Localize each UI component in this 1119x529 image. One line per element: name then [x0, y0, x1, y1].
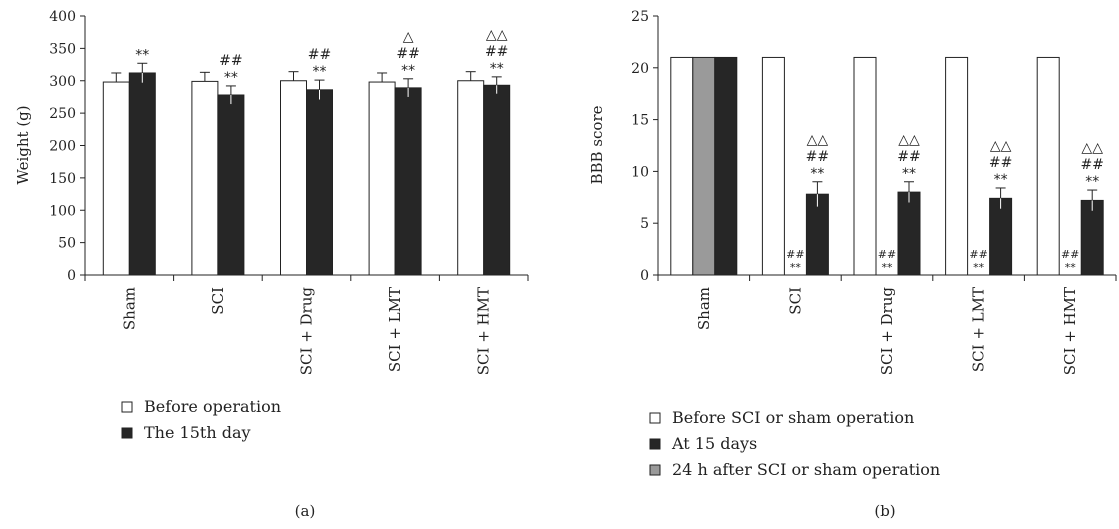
bar-after — [306, 89, 333, 276]
significance-mark: △△ — [990, 138, 1012, 154]
legend-label: Before SCI or sham operation — [672, 408, 914, 427]
legend-swatch — [649, 438, 661, 450]
y-tick-label: 25 — [631, 9, 649, 25]
panel-a-chart: 0 50 100 150 200 250 300 350 400 Weight (g) Sham SC… — [14, 9, 529, 520]
significance-mark: △ — [403, 29, 414, 45]
bar-after — [989, 197, 1013, 276]
bar-before — [945, 56, 969, 276]
bar-after — [394, 87, 422, 276]
significance-mark: ** — [401, 63, 415, 79]
significance-mark-small: ## — [1061, 248, 1079, 261]
significance-mark: △△ — [898, 132, 920, 148]
y-axis-label: Weight (g) — [14, 105, 32, 184]
bar-before — [761, 56, 785, 276]
bar-before — [457, 80, 485, 276]
significance-mark-small: ## — [969, 248, 987, 261]
legend-swatch — [121, 427, 133, 439]
significance-mark: ** — [994, 172, 1008, 188]
significance-mark: ## — [806, 149, 829, 165]
y-tick-label: 15 — [631, 113, 649, 129]
y-tick-label: 10 — [631, 164, 649, 180]
bar-before — [1036, 56, 1060, 276]
significance-mark: ## — [897, 149, 920, 165]
y-tick-label: 5 — [640, 216, 649, 232]
significance-mark: ** — [135, 47, 149, 63]
category-label: Sham — [695, 287, 713, 330]
significance-mark: ## — [219, 53, 242, 69]
category-label: SCI + LMT — [386, 287, 404, 372]
significance-mark-small: ** — [882, 261, 894, 274]
category-label: SCI + LMT — [970, 287, 988, 372]
significance-mark: ** — [224, 70, 238, 86]
bar-before — [280, 80, 307, 276]
y-tick-label: 250 — [49, 106, 76, 122]
bar-after — [1080, 199, 1104, 276]
y-tick-label: 300 — [49, 74, 76, 90]
panel-b-chart: 0 5 10 15 20 25 BBB score Sham SCI SCI + Drug SCI … — [588, 9, 1117, 520]
significance-mark: ## — [989, 155, 1012, 171]
y-tick-label: 0 — [67, 268, 76, 284]
significance-mark: ** — [313, 64, 327, 80]
significance-mark: ** — [1085, 174, 1099, 190]
category-label: SCI — [786, 287, 804, 315]
panel-label: (b) — [874, 502, 895, 520]
category-label: Sham — [120, 287, 138, 330]
significance-mark: △△ — [1081, 140, 1103, 156]
significance-mark-small: ** — [973, 261, 985, 274]
bar-before — [368, 81, 396, 276]
y-tick-label: 0 — [640, 268, 649, 284]
category-label: SCI + HMT — [1061, 287, 1079, 375]
bar-before — [102, 81, 130, 276]
category-label: SCI + Drug — [298, 287, 316, 376]
panel-label: (a) — [295, 502, 316, 520]
significance-mark-small: ## — [786, 248, 804, 261]
significance-mark: ** — [902, 166, 916, 182]
bar-after — [714, 56, 738, 276]
y-tick-label: 50 — [58, 236, 76, 252]
legend-label: 24 h after SCI or sham operation — [672, 460, 940, 479]
legend-label: Before operation — [144, 397, 281, 416]
significance-mark: △△ — [486, 27, 508, 43]
significance-mark: ## — [1080, 157, 1103, 173]
y-tick-label: 150 — [49, 171, 76, 187]
bar-after — [897, 191, 921, 276]
significance-mark: ## — [308, 47, 331, 63]
significance-mark-small: ## — [878, 248, 896, 261]
legend-swatch — [649, 464, 661, 476]
bar-before — [191, 80, 219, 276]
significance-mark: △△ — [807, 132, 829, 148]
legend-label: At 15 days — [671, 434, 757, 453]
category-label: SCI + HMT — [475, 287, 493, 375]
significance-mark-small: ** — [790, 261, 802, 274]
bar-middle — [692, 56, 716, 276]
significance-mark-small: ** — [1065, 261, 1077, 274]
y-tick-label: 350 — [49, 41, 76, 57]
legend-swatch — [649, 412, 661, 424]
significance-mark: ** — [490, 61, 504, 77]
bar-after — [128, 72, 156, 276]
significance-mark: ## — [485, 44, 508, 60]
category-label: SCI — [209, 287, 227, 315]
category-label: SCI + Drug — [878, 287, 896, 376]
bar-after — [483, 84, 511, 276]
bar-before — [670, 56, 694, 276]
y-tick-label: 20 — [631, 61, 649, 77]
legend-swatch — [121, 401, 133, 413]
significance-mark: ## — [396, 46, 419, 62]
y-tick-label: 200 — [49, 139, 76, 155]
significance-mark: ** — [810, 166, 824, 182]
y-tick-label: 100 — [49, 203, 76, 219]
legend-label: The 15th day — [144, 423, 251, 442]
bar-before — [853, 56, 877, 276]
y-axis-label: BBB score — [588, 105, 606, 184]
bar-after — [217, 94, 245, 276]
y-tick-label: 400 — [49, 9, 76, 25]
